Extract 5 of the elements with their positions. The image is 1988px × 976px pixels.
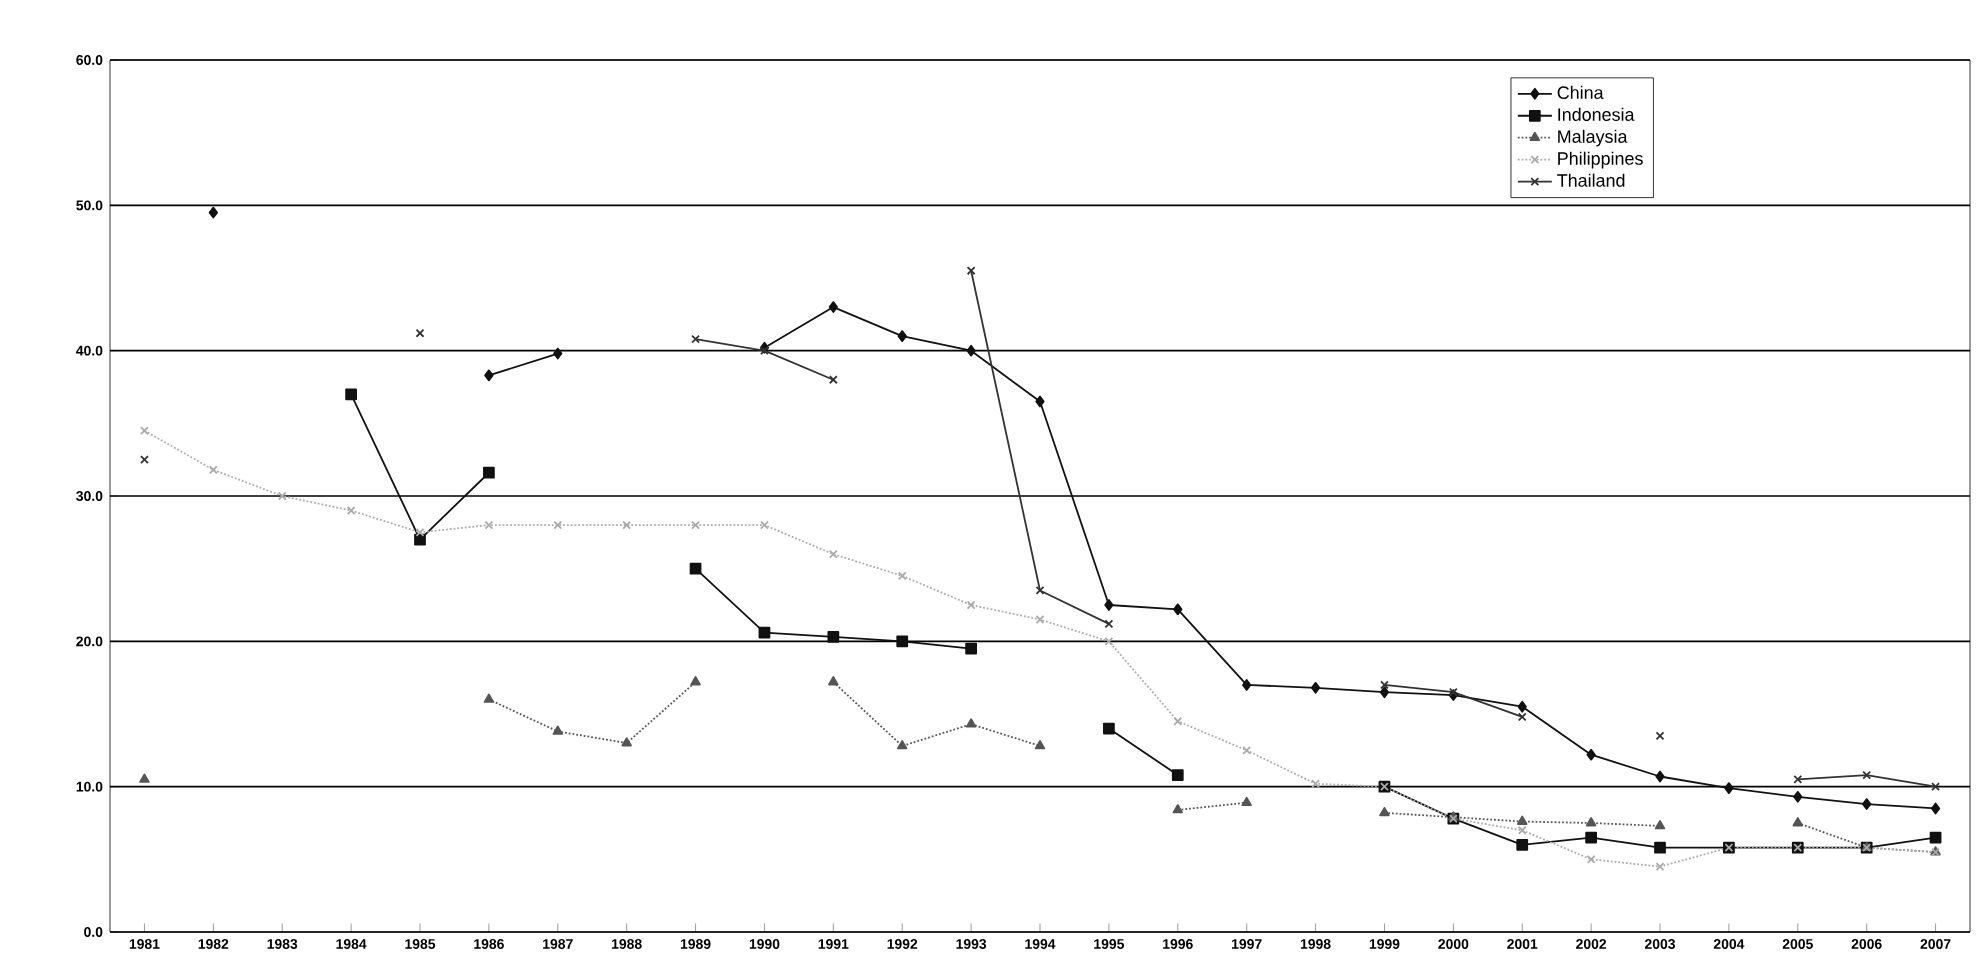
legend-label: Thailand (1557, 173, 1625, 187)
legend-label: Malaysia (1558, 129, 1628, 147)
legend-label: Indonesia (1558, 107, 1635, 121)
legend-label: Philippines (1558, 151, 1643, 169)
legend-label: China (1557, 85, 1604, 99)
